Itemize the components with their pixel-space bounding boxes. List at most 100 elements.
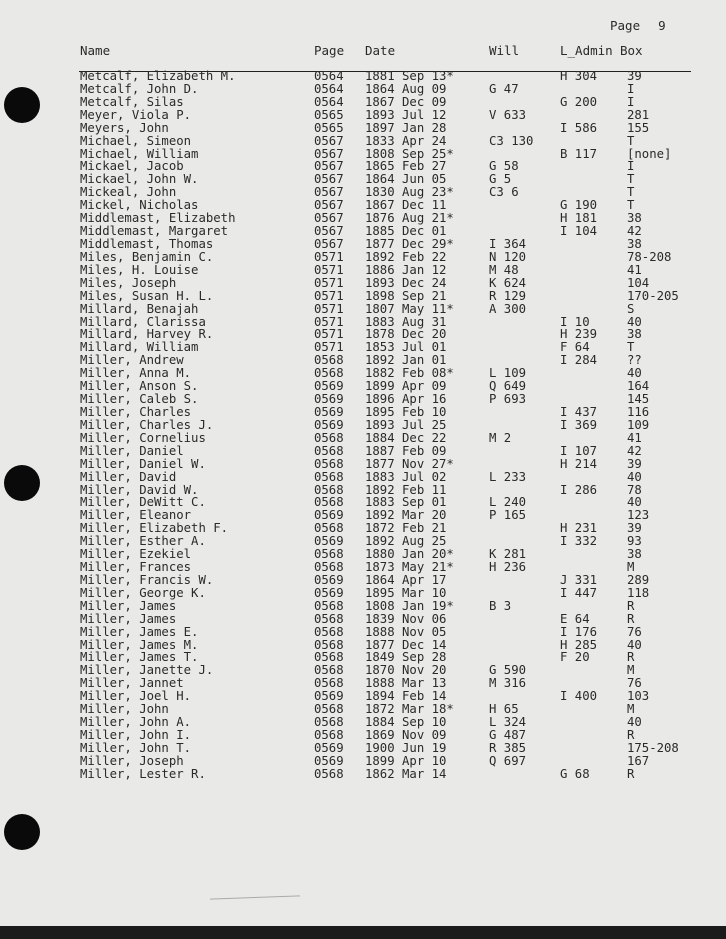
cell-date: 1884 Dec 22 — [365, 430, 447, 445]
cell-box: R — [627, 598, 635, 613]
cell-box: T — [627, 133, 635, 148]
cell-page: 0571 — [314, 340, 344, 355]
table-row: Miller, Lester R. 0568 1862 Mar 14 G 68 R — [0, 766, 726, 781]
cell-page: 0569 — [314, 585, 344, 600]
cell-name: Miller, Daniel — [80, 443, 184, 458]
cell-box: 39 — [627, 69, 642, 83]
cell-box: 38 — [627, 547, 642, 562]
table-row: Miller, DeWitt C. 0568 1883 Sep 01 L 240 40 — [0, 496, 726, 509]
cell-page: 0569 — [314, 534, 344, 549]
cell-date: 1867 Dec 09 — [365, 94, 447, 109]
cell-will: B 3 — [489, 598, 512, 613]
cell-box: R — [627, 611, 635, 626]
cell-name: Miller, James E. — [80, 624, 199, 639]
cell-page: 0567 — [314, 146, 344, 161]
cell-l-admin: H 214 — [560, 456, 598, 471]
cell-name: Mickael, John W. — [80, 172, 199, 187]
cell-name: Miles, Susan H. L. — [80, 288, 214, 303]
cell-will: Q 697 — [489, 753, 527, 768]
cell-will: I 364 — [489, 236, 527, 251]
cell-page: 0569 — [314, 689, 344, 704]
punch-hole — [4, 87, 40, 123]
cell-name: Miller, George K. — [80, 585, 206, 600]
cell-page: 0571 — [314, 301, 344, 316]
cell-page: 0568 — [314, 456, 344, 471]
table-row: Metcalf, Elizabeth M. 0564 1881 Sep 13* H 3… — [0, 70, 726, 83]
cell-box: 123 — [627, 508, 650, 523]
cell-page: 0567 — [314, 185, 344, 200]
header-page: Page — [314, 43, 345, 58]
table-row: Mickael, John W. 0567 1864 Jun 05 G 5 T — [0, 173, 726, 186]
cell-box: 93 — [627, 534, 642, 549]
cell-name: Miller, Anna M. — [80, 366, 192, 381]
page-number: 9 — [658, 18, 666, 33]
cell-will: K 624 — [489, 275, 527, 290]
table-row: Miller, Daniel W. 0568 1877 Nov 27* H 214 39 — [0, 456, 726, 471]
cell-name: Miles, H. Louise — [80, 262, 199, 277]
cell-name: Metcalf, Silas — [80, 94, 184, 109]
cell-name: Miller, Elizabeth F. — [80, 521, 229, 536]
cell-box: 155 — [627, 120, 650, 135]
cell-will: M 2 — [489, 430, 512, 445]
cell-date: 1882 Feb 08* — [365, 366, 454, 381]
cell-page: 0569 — [314, 572, 344, 587]
cell-l-admin: G 190 — [560, 198, 598, 213]
table-row: Millard, William 0571 1853 Jul 01 F 64 T — [0, 341, 726, 354]
cell-date: 1893 Dec 24 — [365, 275, 447, 290]
cell-l-admin: G 68 — [560, 766, 590, 781]
table-row: Miles, H. Louise 0571 1886 Jan 12 M 48 41 — [0, 262, 726, 277]
cell-name: Millard, William — [80, 340, 199, 355]
cell-box: 41 — [627, 430, 642, 445]
table-row: Miller, Jannet 0568 1888 Mar 13 M 316 76 — [0, 677, 726, 690]
cell-box: 109 — [627, 417, 650, 432]
cell-name: Miller, James M. — [80, 637, 199, 652]
cell-l-admin: J 331 — [560, 572, 598, 587]
cell-date: 1873 May 21* — [365, 560, 454, 575]
cell-name: Mickel, Nicholas — [80, 198, 199, 213]
cell-page: 0568 — [314, 521, 344, 536]
cell-date: 1900 Jun 19 — [365, 740, 447, 755]
cell-date: 1865 Feb 27 — [365, 159, 447, 174]
header-l-admin: L_Admin — [560, 43, 613, 58]
table-row: Middlemast, Thomas 0567 1877 Dec 29* I 364 3… — [0, 238, 726, 251]
cell-name: Miller, John I. — [80, 728, 192, 743]
cell-date: 1892 Jan 01 — [365, 353, 447, 368]
cell-will: P 693 — [489, 392, 527, 407]
table-header: Name Page Date Will L_Admin Box — [0, 43, 726, 59]
cell-l-admin: I 447 — [560, 585, 598, 600]
cell-date: 1885 Dec 01 — [365, 224, 447, 239]
cell-name: Miller, James — [80, 611, 177, 626]
cell-name: Miles, Joseph — [80, 275, 177, 290]
cell-box: M — [627, 702, 635, 717]
table-row: Miller, James 0568 1808 Jan 19* B 3 R — [0, 598, 726, 613]
cell-page: 0569 — [314, 740, 344, 755]
table-row: Millard, Benajah 0571 1807 May 11* A 300 S — [0, 301, 726, 316]
cell-page: 0568 — [314, 430, 344, 445]
cell-page: 0567 — [314, 198, 344, 213]
table-row: Miller, Andrew 0568 1892 Jan 01 I 284?? — [0, 354, 726, 367]
table-row: Mickael, Jacob 0567 1865 Feb 27 G 58 I — [0, 160, 726, 173]
cell-will: G 47 — [489, 81, 519, 96]
table-row: Miller, Joseph 0569 1899 Apr 10 Q 697 167 — [0, 753, 726, 768]
cell-page: 0568 — [314, 598, 344, 613]
cell-name: Miller, Ezekiel — [80, 547, 192, 562]
cell-will: M 316 — [489, 676, 527, 691]
table-row: Meyers, John 0565 1897 Jan 28 I 586 155 — [0, 120, 726, 135]
cell-name: Meyers, John — [80, 120, 169, 135]
cell-will: R 385 — [489, 740, 527, 755]
cell-page: 0571 — [314, 288, 344, 303]
cell-page: 0568 — [314, 728, 344, 743]
cell-name: Miller, Charles J. — [80, 417, 214, 432]
cell-name: Miller, James — [80, 598, 177, 613]
cell-name: Miller, Jannet — [80, 676, 184, 691]
cell-will: V 633 — [489, 107, 527, 122]
cell-date: 1877 Dec 29* — [365, 236, 454, 251]
cell-date: 1864 Apr 17 — [365, 572, 447, 587]
table-row: Miller, Charles J. 0569 1893 Jul 25 I 369 10… — [0, 417, 726, 432]
cell-page: 0568 — [314, 650, 344, 665]
cell-date: 1807 May 11* — [365, 301, 454, 316]
cell-date: 1884 Sep 10 — [365, 715, 447, 730]
cell-name: Michael, Simeon — [80, 133, 192, 148]
cell-page: 0568 — [314, 482, 344, 497]
table-row: Miller, George K. 0569 1895 Mar 10 I 447 118 — [0, 585, 726, 600]
